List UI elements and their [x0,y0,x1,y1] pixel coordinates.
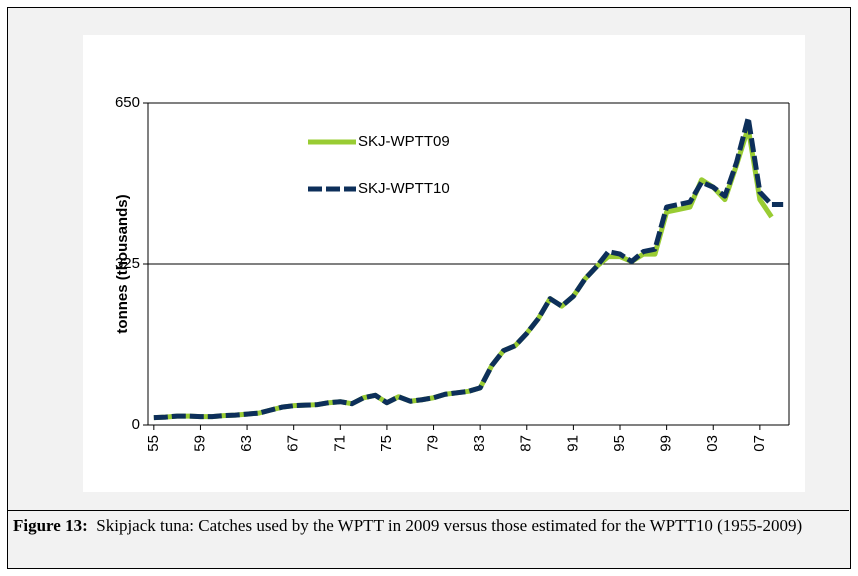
caption-text: Skipjack tuna: Catches used by the WPTT … [96,516,803,535]
caption: Figure 13: Skipjack tuna: Catches used b… [7,510,849,540]
x-tick-label: 03 [704,435,721,452]
x-tick-label: 55 [145,435,162,452]
x-tick-label: 79 [425,435,442,452]
y-tick-label: 650 [115,94,140,111]
legend-label: SKJ-WPTT09 [358,133,450,150]
x-tick-label: 71 [331,435,348,452]
x-tick-label: 75 [378,435,395,452]
x-tick-label: 67 [285,435,302,452]
x-tick-label: 59 [191,435,208,452]
x-tick-label: 91 [564,435,581,452]
x-tick-label: 99 [658,435,675,452]
y-tick-label: 0 [132,416,140,433]
x-tick-label: 87 [518,435,535,452]
y-axis-title: tonnes (thousands) [114,194,131,333]
x-tick-label: 95 [611,435,628,452]
x-tick-label: 63 [238,435,255,452]
x-tick-label: 07 [751,435,768,452]
caption-label: Figure 13: [13,516,88,535]
y-tick-label: 325 [115,255,140,272]
legend-label: SKJ-WPTT10 [358,180,450,197]
x-tick-label: 83 [471,435,488,452]
